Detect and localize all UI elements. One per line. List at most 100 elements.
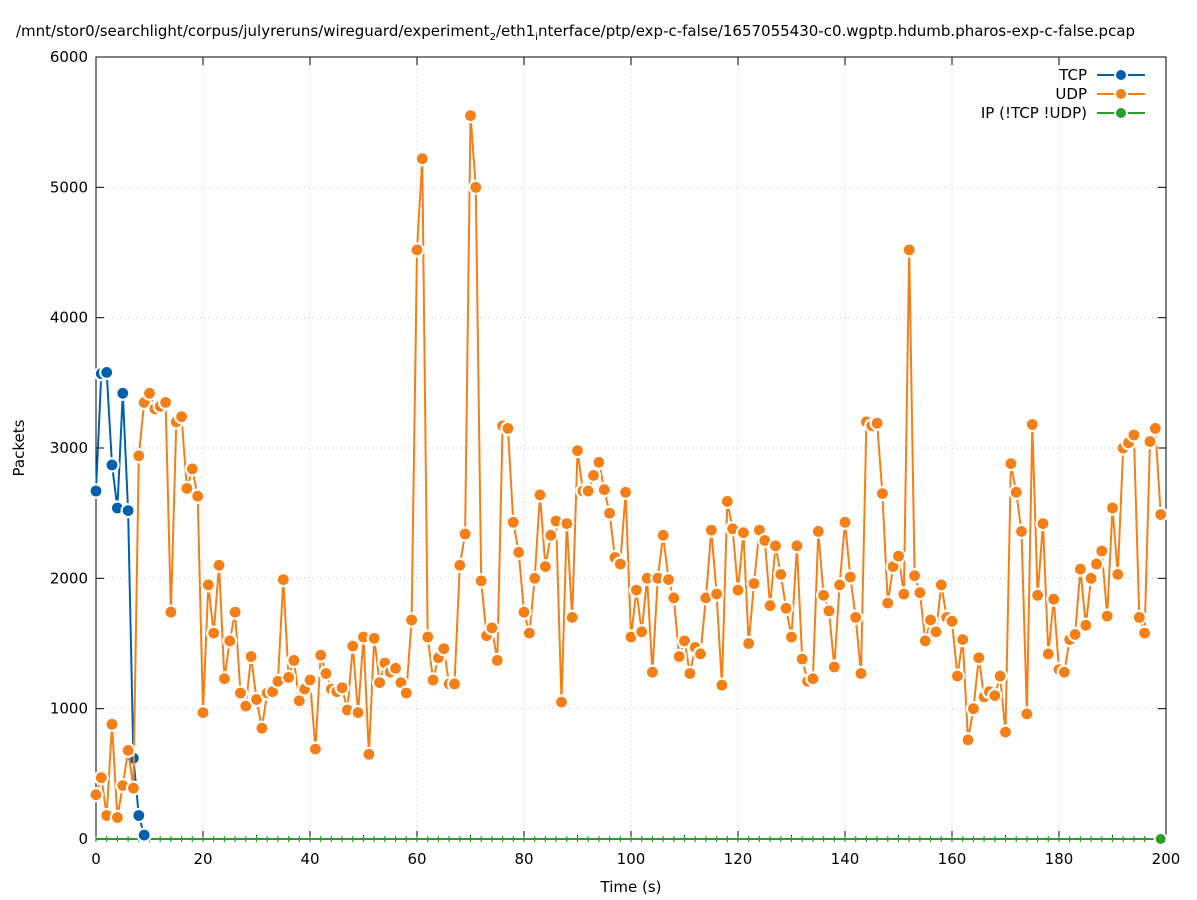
data-point: [307, 741, 323, 757]
data-point: [1035, 515, 1051, 532]
data-point: [719, 493, 735, 509]
data-point: [275, 571, 291, 588]
data-point: [1067, 626, 1083, 643]
x-tick-label: 20: [193, 850, 212, 868]
data-point: [131, 448, 147, 464]
data-point: [585, 467, 602, 483]
data-point: [457, 526, 473, 542]
data-point: [869, 415, 885, 431]
data-point: [163, 604, 179, 620]
data-point: [1078, 617, 1094, 633]
data-point: [901, 242, 917, 258]
data-point: [730, 582, 746, 598]
data-point: [1019, 706, 1035, 722]
data-point: [404, 612, 420, 628]
data-point: [179, 480, 195, 496]
chart-title-sub2: i: [535, 32, 538, 43]
data-point: [109, 809, 126, 826]
data-point: [302, 672, 318, 688]
legend-marker: [1114, 106, 1128, 120]
data-point: [559, 515, 575, 532]
data-point: [987, 687, 1003, 704]
data-point: [660, 571, 677, 588]
data-point: [703, 522, 719, 538]
series-tcp: [88, 364, 152, 843]
data-point: [773, 566, 789, 583]
data-point: [88, 787, 104, 803]
data-point: [281, 669, 297, 686]
data-point: [612, 556, 628, 572]
data-point: [821, 603, 837, 619]
data-point: [880, 595, 896, 611]
data-point: [473, 573, 489, 589]
data-point: [655, 527, 671, 543]
data-point: [692, 646, 709, 662]
data-point: [1003, 456, 1019, 472]
data-point: [521, 625, 538, 641]
data-point: [104, 457, 120, 473]
data-point: [1110, 566, 1126, 583]
data-point: [1046, 591, 1062, 607]
data-point: [890, 548, 907, 564]
legend-label: TCP: [1058, 66, 1087, 84]
x-tick-label: 200: [1152, 850, 1181, 868]
data-point: [1136, 625, 1153, 641]
y-tick-label: 4000: [50, 309, 88, 327]
data-point: [971, 650, 987, 666]
data-point: [543, 527, 559, 543]
data-point: [174, 409, 190, 425]
data-point: [248, 691, 265, 708]
data-point: [414, 151, 430, 167]
data-point: [666, 590, 682, 606]
data-point: [714, 677, 730, 693]
data-point: [136, 827, 152, 843]
data-point: [741, 635, 757, 652]
data-point: [93, 770, 109, 786]
data-point: [104, 716, 120, 732]
series-line: [95, 115, 1162, 818]
data-point: [141, 385, 158, 401]
data-point: [580, 483, 596, 499]
data-point: [778, 600, 794, 616]
data-point: [965, 701, 982, 717]
data-point: [1099, 608, 1115, 624]
data-point: [527, 570, 543, 586]
data-point: [334, 680, 350, 696]
data-point: [200, 577, 216, 593]
series-udp: [88, 107, 1169, 826]
data-point: [484, 620, 500, 636]
data-point: [644, 664, 661, 680]
data-point: [99, 364, 115, 380]
data-point: [1056, 664, 1072, 680]
data-point: [313, 647, 329, 663]
data-point: [537, 558, 554, 575]
data-point: [1008, 484, 1024, 500]
data-point: [452, 557, 468, 573]
data-point: [462, 107, 479, 124]
data-point: [708, 586, 725, 602]
data-point: [805, 671, 821, 687]
x-tick-label: 140: [831, 850, 860, 868]
data-point: [420, 629, 436, 645]
y-tick-label: 0: [78, 830, 88, 848]
chart-title-sub1: 2: [490, 32, 496, 43]
data-point: [591, 454, 607, 470]
chart-title: /mnt/stor0/searchlight/corpus/julyreruns…: [16, 22, 1135, 43]
data-point: [366, 630, 382, 646]
data-point: [115, 385, 131, 401]
series-layer: [88, 107, 1169, 846]
data-point: [789, 538, 805, 554]
chart-title-part2: /eth1: [496, 22, 535, 40]
data-point: [216, 671, 232, 687]
data-point: [1094, 543, 1110, 559]
data-point: [345, 638, 361, 654]
data-point: [676, 633, 693, 649]
data-point: [446, 676, 463, 692]
data-point: [1072, 561, 1089, 577]
data-point: [735, 525, 752, 541]
data-point: [350, 704, 366, 721]
data-point: [928, 624, 944, 640]
data-point: [628, 582, 645, 598]
data-point: [810, 523, 826, 540]
